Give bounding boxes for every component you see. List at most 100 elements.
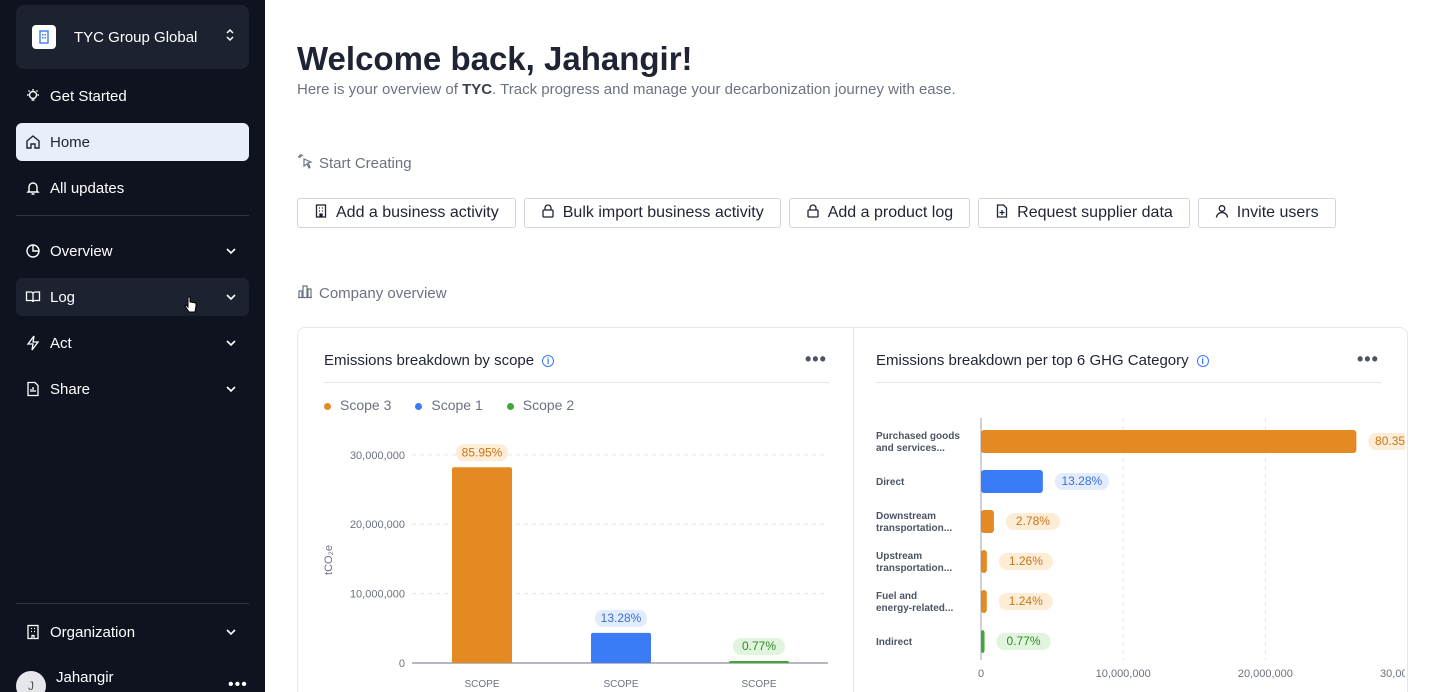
page-title: Welcome back, Jahangir! <box>297 40 693 77</box>
nav-get-started[interactable]: Get Started <box>16 77 249 115</box>
x-tick-label: 10,000,000 <box>1096 668 1151 680</box>
data-label-pill <box>1005 513 1060 530</box>
data-label-pill <box>1368 433 1405 450</box>
x-tick-label: 0 <box>978 668 984 680</box>
scope-chart-legend: Scope 3 Scope 1 Scope 2 <box>324 397 574 413</box>
scope-bar-chart: 30,000,000 20,000,000 10,000,000 0 tCO₂e 85.9… <box>323 444 828 690</box>
bar <box>981 630 985 653</box>
nav-share[interactable]: Share <box>16 370 249 408</box>
home-icon <box>24 133 42 151</box>
user-menu-button[interactable]: ••• <box>228 676 248 692</box>
data-label: 1.24% <box>1009 594 1043 608</box>
info-icon[interactable]: i <box>542 354 555 367</box>
card-title-text: Emissions breakdown per top 6 GHG Catego… <box>876 352 1189 369</box>
button-label: Add a business activity <box>336 204 499 221</box>
add-product-log-button[interactable]: Add a product log <box>788 198 971 228</box>
chevron-down-icon <box>225 244 237 261</box>
chevron-down-icon <box>225 382 237 399</box>
nav-organization[interactable]: Organization <box>16 613 249 651</box>
legend-item[interactable]: Scope 2 <box>506 397 575 413</box>
data-label: 0.77% <box>1007 634 1041 648</box>
data-label: 13.28% <box>1062 474 1103 488</box>
bell-icon <box>24 179 42 197</box>
y-tick-label: energy-related... <box>876 603 953 614</box>
button-label: Add a product log <box>827 204 954 221</box>
legend-item[interactable]: Scope 1 <box>415 397 483 413</box>
legend-item[interactable]: Scope 3 <box>324 397 391 413</box>
nav-home[interactable]: Home <box>16 123 249 161</box>
y-tick-label: Upstream <box>876 551 922 562</box>
chevron-up-down-icon <box>225 27 235 48</box>
bulk-import-button[interactable]: Bulk import business activity <box>523 198 781 228</box>
y-tick-label: Indirect <box>876 637 913 648</box>
chevron-down-icon <box>225 290 237 307</box>
info-icon[interactable]: i <box>1196 354 1209 367</box>
card-title-text: Emissions breakdown by scope <box>324 352 535 369</box>
bar <box>729 661 789 663</box>
divider <box>16 603 249 604</box>
y-tick-label: transportation... <box>876 563 952 574</box>
x-tick-label: SCOPE <box>741 679 776 690</box>
legend-swatch <box>415 402 423 410</box>
button-label: Bulk import business activity <box>562 204 764 221</box>
avatar[interactable]: J <box>16 671 46 692</box>
org-switcher[interactable]: TYC Group Global <box>16 5 249 69</box>
data-label-pill <box>595 609 647 627</box>
lock-icon <box>806 203 820 223</box>
sidebar: TYC Group Global Get Started Home All up… <box>0 0 265 692</box>
request-supplier-data-button[interactable]: Request supplier data <box>978 198 1190 228</box>
category-bar-chart: 0 10,000,000 20,000,000 30,000,000 80.35% Pur… <box>876 418 1405 680</box>
nav-act[interactable]: Act <box>16 324 249 362</box>
data-label-pill <box>998 553 1053 570</box>
data-label-pill <box>998 593 1053 610</box>
nav-log[interactable]: Log <box>16 278 249 316</box>
bar <box>591 632 651 663</box>
scope-chart-more-button[interactable]: ••• <box>805 349 827 369</box>
bar <box>981 590 987 613</box>
section-label: Start Creating <box>319 154 412 172</box>
lock-icon <box>541 203 555 223</box>
nav-overview[interactable]: Overview <box>16 232 249 270</box>
data-label: 0.77% <box>742 639 776 653</box>
invite-users-button[interactable]: Invite users <box>1197 198 1336 228</box>
building-icon <box>314 203 328 223</box>
button-label: Invite users <box>1236 204 1319 221</box>
building-icon <box>32 25 56 49</box>
chevron-down-icon <box>225 336 237 353</box>
lightbulb-icon <box>24 87 42 105</box>
add-business-activity-button[interactable]: Add a business activity <box>297 198 516 228</box>
y-tick-label: Downstream <box>876 511 936 522</box>
nav-label: Share <box>50 380 91 398</box>
y-axis-label: tCO₂e <box>323 545 335 575</box>
overview-cards <box>297 327 1408 692</box>
data-label: 2.78% <box>1016 514 1050 528</box>
category-chart-more-button[interactable]: ••• <box>1357 349 1379 369</box>
nav-label: Organization <box>50 623 136 641</box>
nav-label: Act <box>50 334 72 352</box>
y-tick-label: Fuel and <box>876 591 917 602</box>
legend-label: Scope 1 <box>431 397 483 413</box>
nav-label: Log <box>50 288 76 306</box>
user-name: Jahangir <box>56 669 114 686</box>
data-label: 13.28% <box>601 611 642 625</box>
bar <box>981 550 987 573</box>
button-label: Request supplier data <box>1017 204 1173 221</box>
start-creating-heading: Start Creating <box>297 153 412 173</box>
x-tick-label: SCOPE <box>464 679 499 690</box>
bar <box>981 470 1043 493</box>
legend-label: Scope 2 <box>522 397 575 413</box>
x-tick-label: SCOPE <box>603 679 638 690</box>
sparkle-cursor-icon <box>297 153 313 173</box>
divider <box>16 215 249 216</box>
category-chart-title: Emissions breakdown per top 6 GHG Catego… <box>876 352 1209 369</box>
data-label: 80.35% <box>1375 434 1405 448</box>
y-tick-label: 10,000,000 <box>350 589 405 601</box>
legend-swatch <box>506 402 514 410</box>
bar <box>981 430 1357 453</box>
y-tick-label: and services... <box>876 443 945 454</box>
nav-all-updates[interactable]: All updates <box>16 169 249 207</box>
data-label-pill <box>996 633 1051 650</box>
section-label: Company overview <box>319 284 447 302</box>
card-divider <box>853 328 854 692</box>
cursor-pointer-icon <box>184 296 198 318</box>
